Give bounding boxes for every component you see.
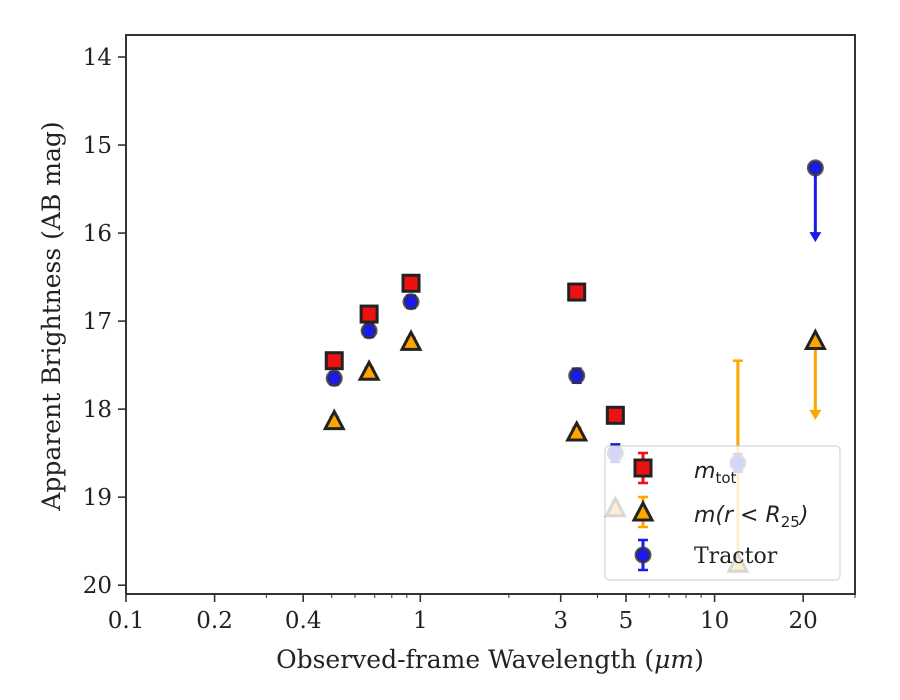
data-point-triangle <box>803 328 827 350</box>
x-tick-label: 1 <box>413 608 428 634</box>
legend-box <box>604 445 841 581</box>
x-tick-label: 20 <box>789 608 818 634</box>
legend-marker-square <box>633 458 653 478</box>
y-tick-label: 16 <box>83 221 112 247</box>
data-point-triangle <box>322 408 346 431</box>
legend-markers <box>631 451 655 572</box>
upper-limit-arrowhead <box>809 232 822 243</box>
data-point-circle <box>325 369 343 387</box>
upper-limit-arrowhead <box>809 409 822 420</box>
data-point-circle <box>360 322 378 340</box>
y-tick-label: 18 <box>83 397 112 423</box>
data-point-square <box>605 405 625 425</box>
legend-label-tractor: Tractor <box>694 544 778 569</box>
y-tick-label: 14 <box>83 45 112 71</box>
y-tick-label: 19 <box>83 485 112 511</box>
data-point-triangle <box>565 419 589 442</box>
x-tick-label: 0.2 <box>196 608 233 634</box>
y-tick-label: 15 <box>83 133 112 159</box>
data-point-circle <box>806 159 824 177</box>
data-point-square <box>567 282 587 302</box>
legend-label-mtot: mtot <box>694 459 736 487</box>
legend-marker-circle <box>634 546 652 564</box>
data-point-triangle <box>399 329 423 351</box>
y-axis-label: Apparent Brightness (AB mag) <box>37 121 66 511</box>
y-tick-label: 20 <box>83 573 112 599</box>
data-point-triangle <box>357 359 381 381</box>
y-tick-label: 17 <box>83 309 112 335</box>
legend-marker-triangle <box>631 499 655 522</box>
legend: mtot m(r < R25) Tractor <box>604 445 841 581</box>
data-point-square <box>324 351 344 371</box>
data-point-square <box>401 273 421 293</box>
plot-frame <box>125 34 856 595</box>
data-point-circle <box>568 367 586 385</box>
x-tick-label: 10 <box>700 608 729 634</box>
x-axis-label: Observed-frame Wavelength (μm) <box>276 645 704 674</box>
x-tick-label: 3 <box>553 608 568 634</box>
x-tick-label: 0.4 <box>285 608 322 634</box>
data-point-square <box>359 304 379 324</box>
x-tick-label: 5 <box>619 608 634 634</box>
data-point-circle <box>402 293 420 311</box>
x-tick-label: 0.1 <box>108 608 145 634</box>
ticks-layer: 0.1 0.2 0.4 1 3 5 10 20 14 15 16 17 18 19 20 <box>83 45 856 634</box>
legend-label-mr25: m(r < R25) <box>694 503 808 531</box>
